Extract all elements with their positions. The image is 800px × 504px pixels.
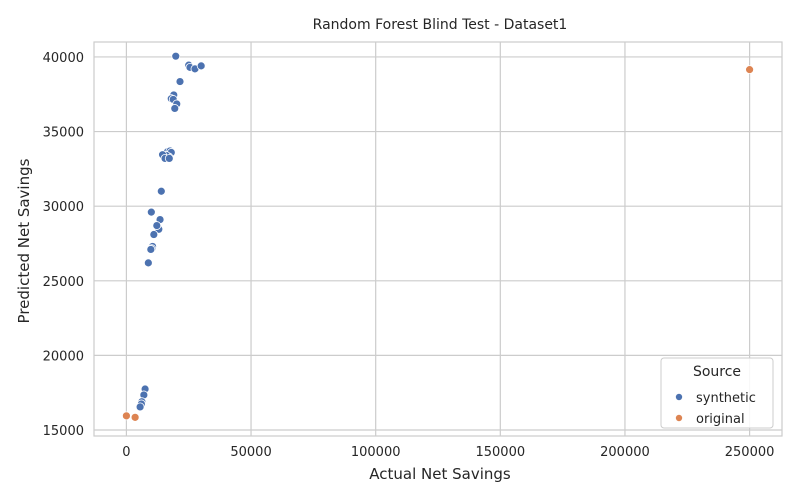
y-tick-label: 25000 (43, 275, 84, 290)
y-axis-label: Predicted Net Savings (15, 158, 33, 323)
synthetic-point (170, 104, 180, 113)
plot-frame (93, 41, 783, 437)
y-tick-labels: 15000 20000 25000 30000 35000 40000 (43, 51, 84, 439)
x-tick-label: 200000 (600, 445, 650, 460)
synthetic-point (152, 221, 162, 230)
y-tick-label: 15000 (43, 424, 84, 439)
synthetic-point (171, 51, 181, 61)
x-tick-labels: 0 50000 100000 150000 200000 250000 (122, 445, 774, 460)
x-tick-label: 50000 (230, 445, 271, 460)
x-tick-label: 150000 (475, 445, 525, 460)
synthetic-point (146, 207, 156, 217)
synthetic-point (143, 258, 153, 268)
x-tick-label: 250000 (725, 445, 775, 460)
x-tick-label: 100000 (351, 445, 401, 460)
synthetic-point (135, 402, 145, 412)
original-point (745, 65, 754, 75)
y-tick-label: 40000 (43, 51, 84, 66)
legend-label-synthetic: synthetic (696, 391, 756, 406)
legend-marker-synthetic (675, 393, 683, 401)
synthetic-point (196, 61, 206, 71)
grid-lines (94, 42, 782, 436)
legend-title: Source (693, 364, 741, 380)
legend-label-original: original (696, 412, 745, 427)
legend-box (660, 357, 774, 429)
original-point (122, 411, 131, 421)
x-tick-label: 0 (122, 445, 130, 460)
legend-marker-original (675, 414, 683, 422)
synthetic-point (164, 154, 174, 163)
y-tick-label: 35000 (43, 126, 84, 141)
x-axis-label: Actual Net Savings (369, 465, 511, 483)
synthetic-point (156, 186, 166, 196)
original-point (130, 412, 140, 422)
synthetic-point (149, 230, 159, 239)
y-tick-label: 20000 (43, 349, 84, 364)
y-tick-label: 30000 (43, 200, 84, 215)
synthetic-point (146, 245, 156, 254)
chart-title: Random Forest Blind Test - Dataset1 (313, 17, 568, 33)
data-points (122, 51, 754, 422)
synthetic-point (175, 77, 185, 86)
legend: Source synthetic original (660, 357, 774, 429)
